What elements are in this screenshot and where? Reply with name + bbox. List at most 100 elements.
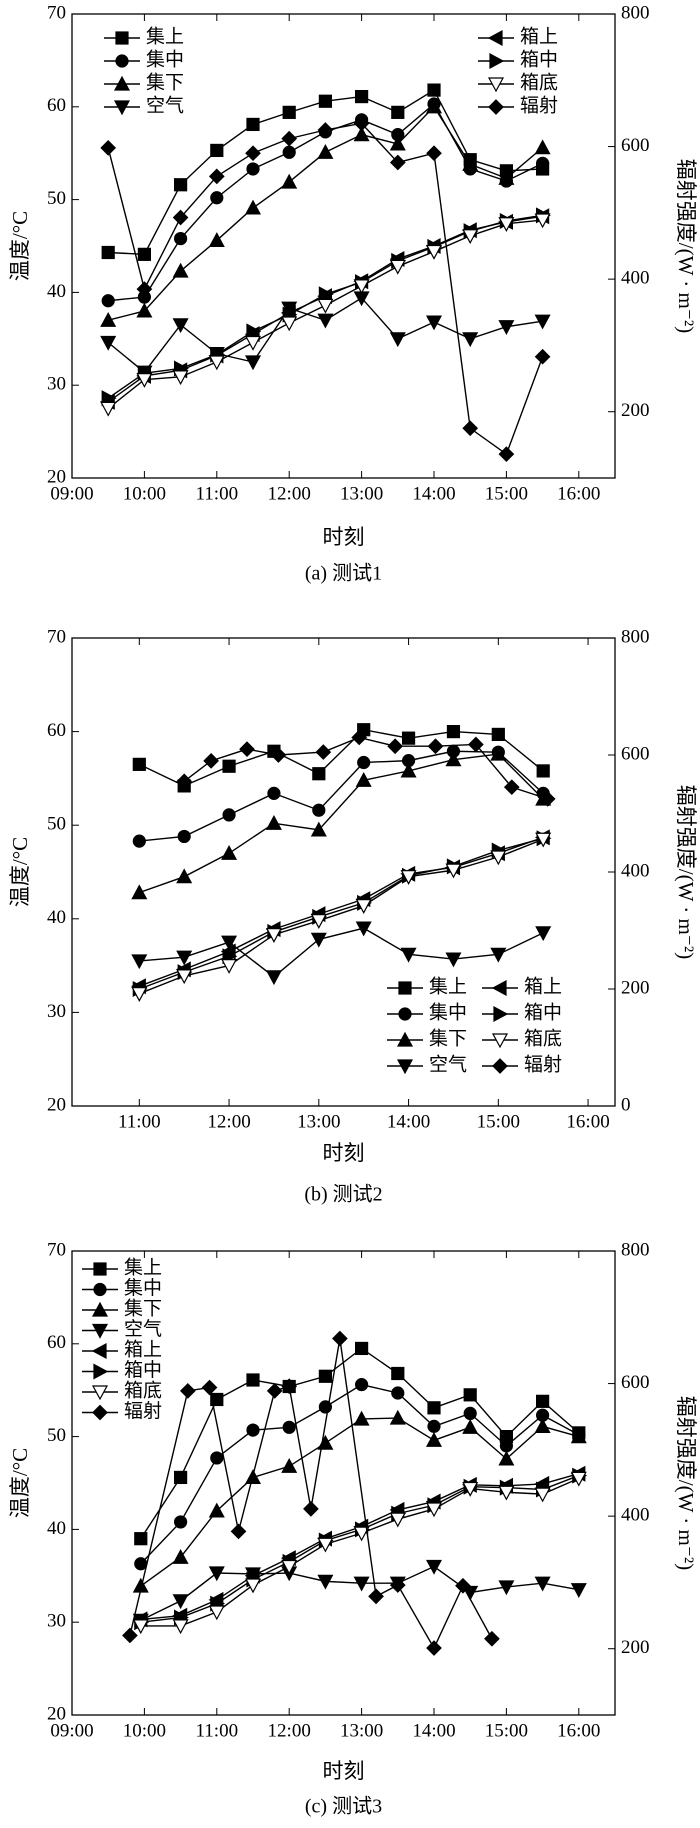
series-line — [139, 837, 544, 990]
marker — [389, 1409, 406, 1425]
x-tick-label: 14:00 — [412, 483, 455, 504]
caption: (c) 测试3 — [305, 1795, 382, 1818]
marker — [179, 1383, 196, 1399]
series-line — [139, 927, 544, 978]
legend-label: 空气 — [124, 1318, 162, 1340]
marker — [176, 868, 193, 884]
series-line — [139, 838, 544, 995]
marker — [92, 1404, 108, 1421]
marker — [398, 981, 412, 995]
marker — [246, 323, 262, 340]
x-tick-label: 12:00 — [268, 1720, 311, 1741]
marker — [131, 954, 148, 970]
marker — [136, 373, 153, 388]
legend-label: 辐射 — [124, 1400, 162, 1422]
y2-tick-label: 400 — [621, 1505, 650, 1526]
marker — [91, 1385, 109, 1401]
marker — [400, 870, 417, 885]
marker — [468, 736, 484, 753]
marker — [491, 979, 507, 997]
series-line — [139, 836, 544, 987]
marker — [534, 213, 551, 229]
marker — [134, 1532, 148, 1546]
marker — [113, 100, 131, 116]
marker — [355, 89, 369, 104]
marker — [132, 757, 146, 771]
x-tick-label: 09:00 — [50, 1720, 93, 1741]
plot-frame — [71, 1250, 616, 1716]
marker — [534, 1418, 551, 1433]
marker — [312, 803, 326, 817]
marker — [463, 1406, 477, 1421]
marker — [93, 1282, 107, 1297]
x-tick-label: 12:00 — [268, 483, 311, 504]
marker — [391, 1386, 405, 1400]
marker — [244, 335, 262, 351]
y-tick-label: 30 — [47, 374, 66, 395]
marker — [355, 899, 372, 914]
marker — [210, 191, 224, 205]
marker — [353, 126, 370, 142]
x-tick-label: 15:00 — [485, 483, 528, 504]
marker — [535, 832, 552, 848]
x-tick-label: 15:00 — [485, 1720, 528, 1741]
marker — [312, 767, 326, 781]
legend-label: 箱中 — [124, 1359, 162, 1381]
marker — [132, 834, 146, 848]
marker — [101, 245, 115, 260]
marker — [427, 738, 444, 755]
marker — [536, 764, 550, 778]
legend-label: 箱上 — [520, 25, 558, 47]
marker — [357, 755, 371, 770]
marker — [310, 821, 327, 837]
marker — [100, 311, 117, 327]
marker — [281, 1378, 298, 1395]
marker — [534, 348, 551, 365]
series-line — [139, 750, 544, 842]
marker — [499, 1439, 513, 1453]
marker — [389, 259, 406, 275]
marker — [174, 1470, 188, 1485]
x-tick-label: 12:00 — [207, 1111, 250, 1132]
marker — [491, 727, 505, 742]
x-tick-label: 16:00 — [557, 1720, 600, 1741]
marker — [93, 1363, 109, 1380]
series-line — [140, 1474, 580, 1623]
marker — [174, 231, 188, 246]
legend-label: 集中 — [146, 48, 184, 70]
marker — [91, 1342, 107, 1360]
marker — [534, 139, 551, 155]
marker — [427, 1419, 441, 1433]
marker — [490, 745, 507, 761]
marker — [463, 1388, 477, 1402]
marker — [134, 1557, 148, 1571]
marker — [176, 773, 193, 790]
x-tick-label: 10:00 — [123, 483, 166, 504]
marker — [539, 791, 556, 807]
y2-tick-label: 600 — [621, 743, 650, 764]
series-line — [139, 753, 544, 894]
y2-tick-label: 0 — [621, 1094, 631, 1115]
legend-label: 集中 — [124, 1277, 162, 1299]
y-tick-label: 30 — [47, 1611, 66, 1632]
marker — [245, 145, 261, 162]
marker — [100, 401, 117, 417]
y2-axis-label: 辐射强度/(W · m⁻²) — [674, 1396, 698, 1570]
x-tick-label: 11:00 — [196, 483, 239, 504]
marker — [353, 1410, 370, 1426]
series-line — [140, 1347, 580, 1540]
marker — [210, 143, 224, 158]
y-tick-label: 40 — [47, 281, 66, 302]
marker — [355, 1341, 369, 1356]
y-tick-label: 50 — [47, 188, 66, 209]
marker — [131, 987, 148, 1002]
y2-tick-label: 600 — [621, 135, 650, 156]
marker — [174, 1515, 188, 1529]
y2-tick-label: 600 — [621, 1372, 650, 1393]
marker — [353, 1576, 370, 1592]
y-tick-label: 20 — [47, 466, 66, 487]
marker — [221, 958, 238, 974]
marker — [172, 209, 189, 226]
marker — [389, 1512, 406, 1528]
marker — [427, 83, 441, 97]
